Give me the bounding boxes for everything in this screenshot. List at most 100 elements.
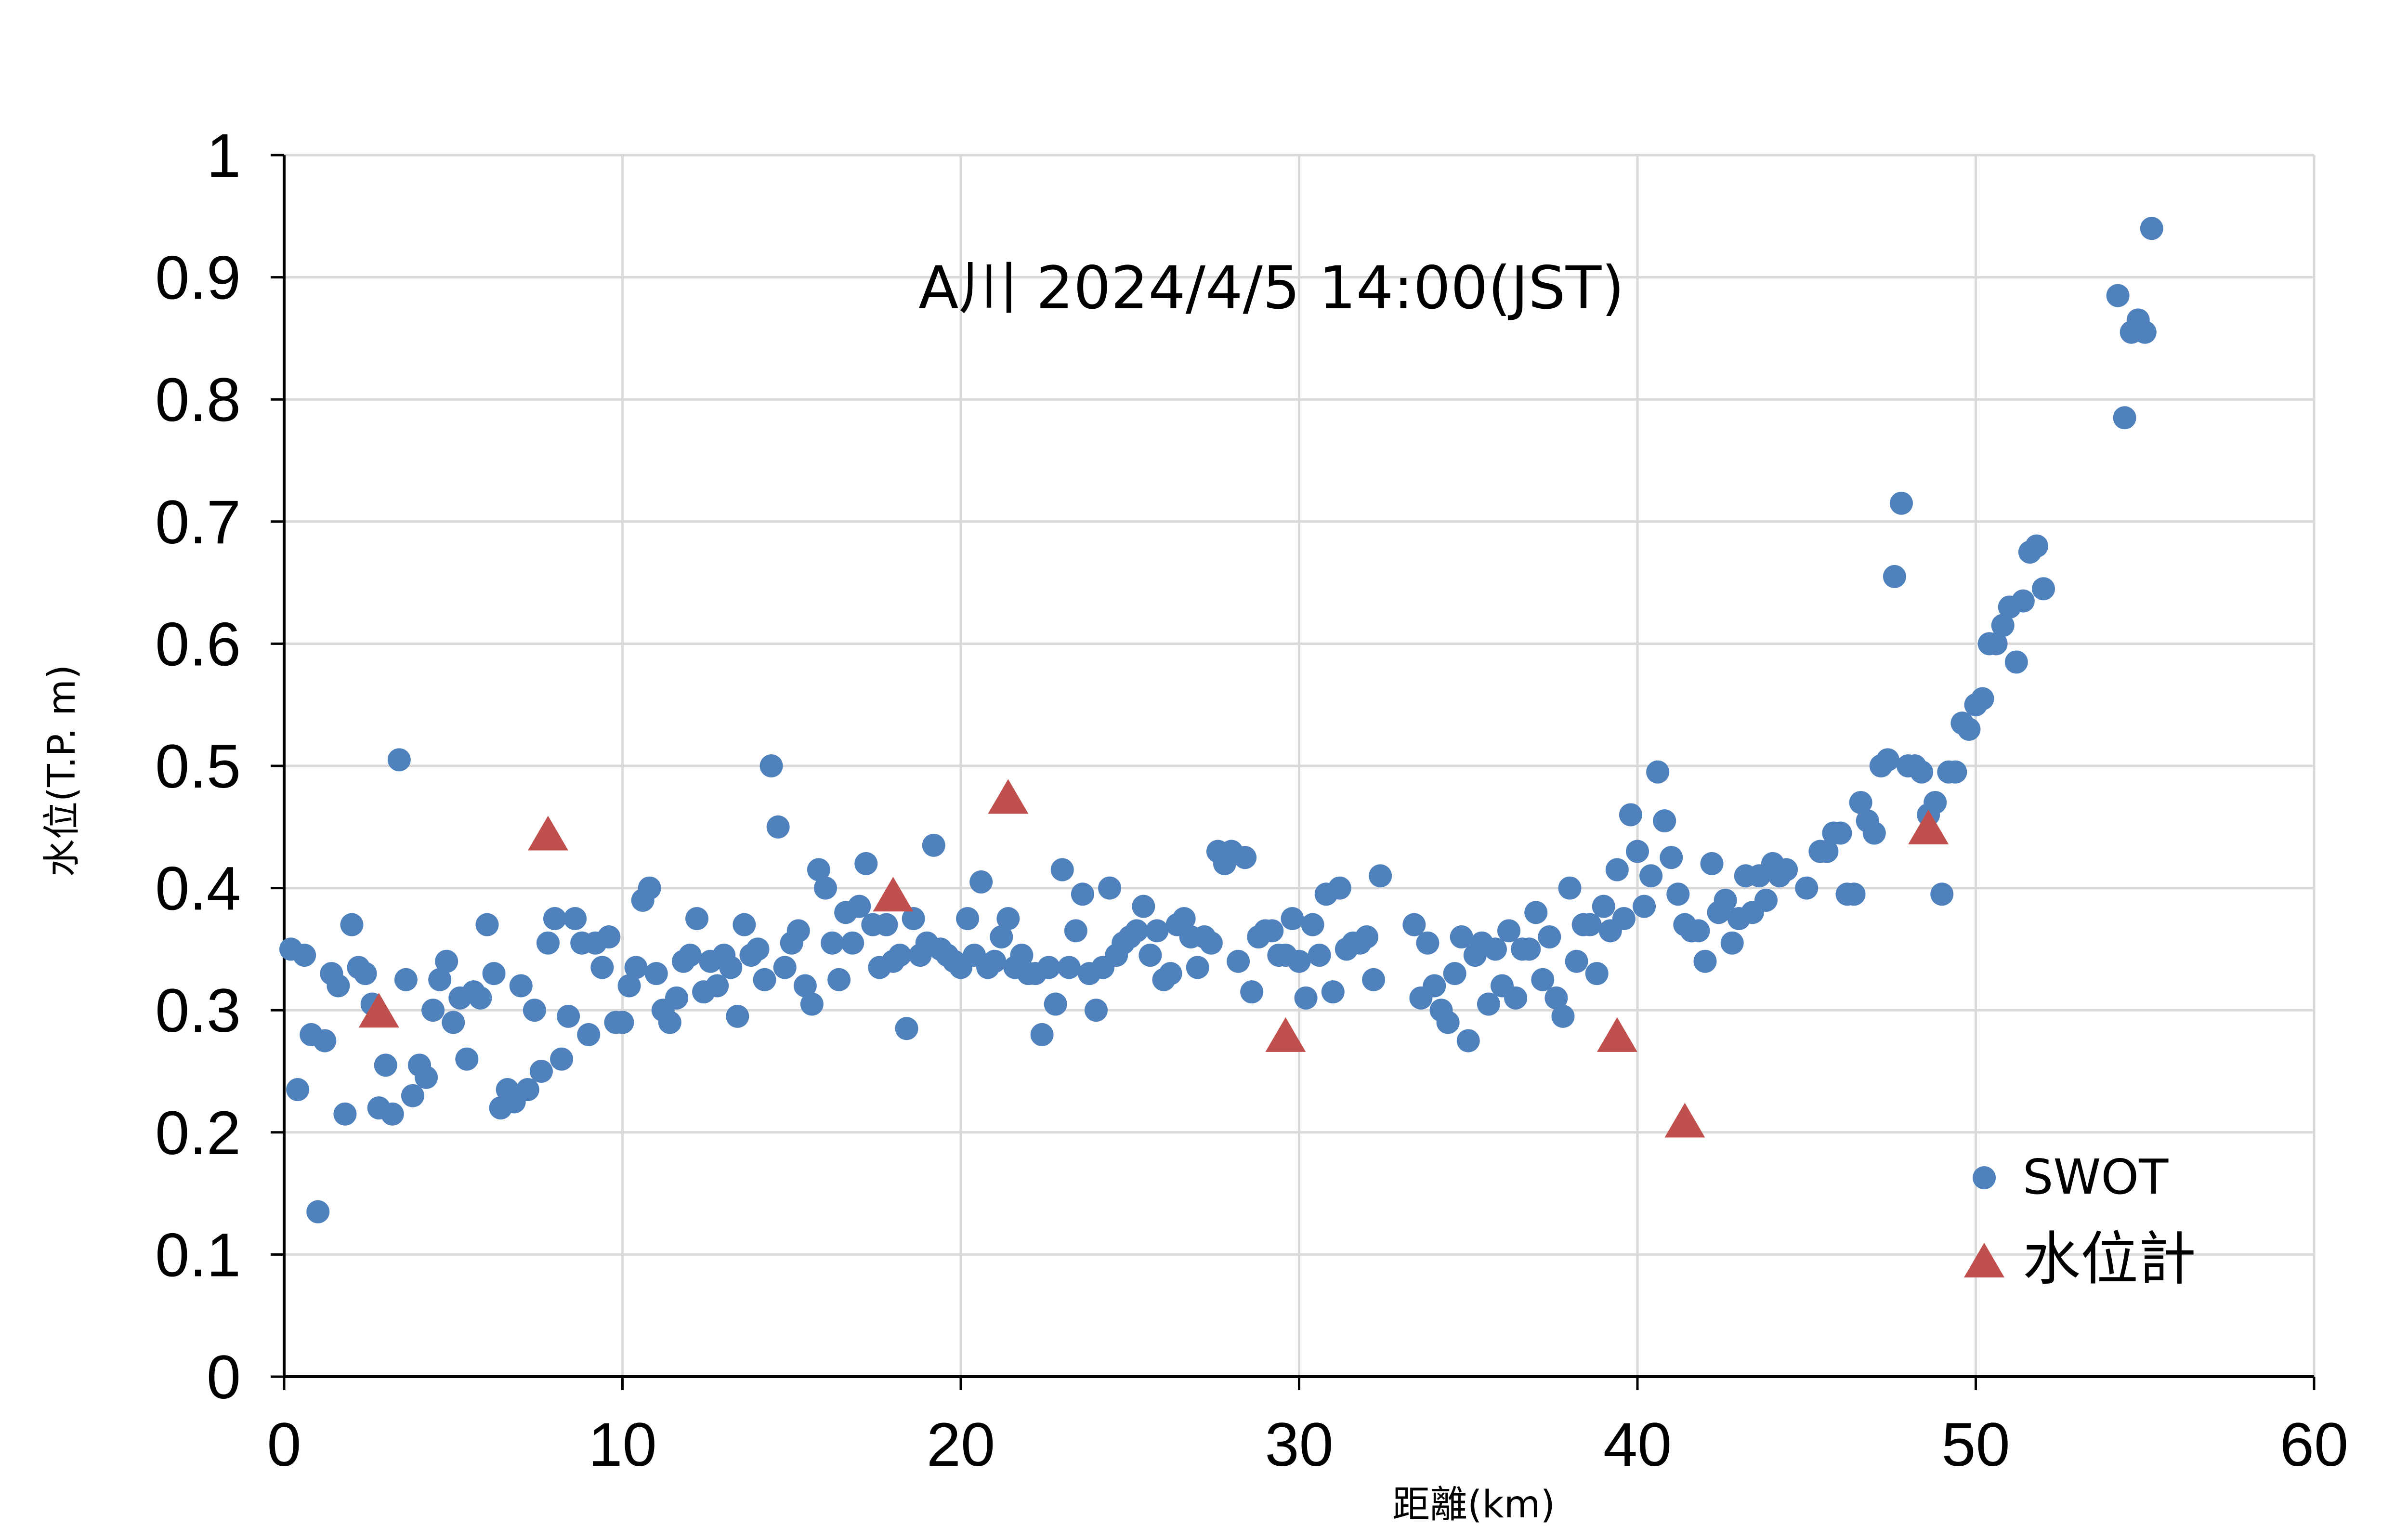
swot-point — [679, 944, 702, 967]
swot-point — [1139, 944, 1162, 967]
swot-point — [1565, 949, 1588, 973]
swot-point — [706, 974, 729, 998]
swot-point — [387, 748, 411, 772]
swot-point — [1301, 913, 1324, 936]
swot-point — [753, 968, 776, 991]
swot-point — [1619, 803, 1642, 827]
swot-point — [1172, 907, 1196, 930]
swot-point — [1660, 846, 1683, 869]
swot-point — [902, 907, 925, 930]
y-tick-label: 0.1 — [155, 1221, 241, 1289]
swot-point — [1010, 944, 1034, 967]
swot-point — [2113, 406, 2136, 430]
swot-point — [1626, 840, 1649, 863]
legend-gauge-label: 水位計 — [2023, 1226, 2196, 1293]
swot-point — [1585, 962, 1609, 986]
chart-title: A川 2024/4/5 14:00(JST) — [918, 254, 1624, 322]
y-axis-title: 水位(T.P. m) — [40, 665, 84, 877]
legend: SWOT 水位計 — [1964, 1149, 2196, 1293]
swot-point — [685, 907, 709, 930]
swot-point — [1842, 882, 1866, 906]
swot-point — [1098, 876, 1122, 900]
swot-point — [2106, 284, 2130, 307]
swot-point — [1145, 919, 1169, 943]
swot-point — [1883, 565, 1906, 588]
swot-point — [1227, 949, 1250, 973]
y-tick-label: 0.5 — [155, 732, 241, 801]
swot-point — [1064, 919, 1087, 943]
swot-point — [1085, 999, 1108, 1022]
x-tick-label: 30 — [1265, 1410, 1333, 1479]
swot-point — [1889, 491, 1913, 515]
swot-point — [1402, 913, 1426, 936]
swot-point — [415, 1065, 438, 1089]
swot-point — [1605, 858, 1629, 881]
swot-point — [1775, 858, 1798, 881]
swot-point — [956, 907, 980, 930]
legend-swot-label: SWOT — [2023, 1149, 2169, 1205]
swot-point — [313, 1029, 337, 1052]
swot-point — [969, 870, 993, 894]
swot-point — [516, 1078, 539, 1102]
swot-point — [1321, 980, 1345, 1004]
swot-point — [1551, 1004, 1575, 1028]
gauge-point — [1265, 1017, 1306, 1052]
x-axis-title: 距離(km) — [1392, 1483, 1555, 1526]
y-tick-label: 0.2 — [155, 1099, 241, 1168]
swot-point — [1044, 992, 1067, 1016]
swot-point — [1815, 840, 1839, 863]
y-tick-label: 0.3 — [155, 976, 241, 1045]
swot-point — [1436, 1011, 1460, 1034]
swot-point — [523, 999, 546, 1022]
y-tick-label: 1 — [207, 121, 241, 190]
swot-point — [1125, 919, 1149, 943]
swot-point — [340, 913, 364, 936]
swot-point — [848, 894, 871, 918]
swot-point — [827, 968, 851, 991]
y-tick-label: 0.4 — [155, 855, 241, 923]
swot-point — [1592, 894, 1615, 918]
swot-point — [821, 931, 844, 955]
swot-point — [1483, 937, 1507, 961]
x-tick-label: 50 — [1941, 1410, 2010, 1479]
swot-point — [374, 1053, 397, 1077]
swot-point — [1957, 717, 1981, 741]
swot-point — [1057, 956, 1081, 979]
swot-point — [624, 956, 648, 979]
gauge-point — [527, 816, 568, 851]
swot-point — [773, 956, 797, 979]
swot-point — [990, 925, 1013, 949]
swot-point — [1714, 888, 1737, 912]
swot-point — [353, 962, 377, 986]
swot-point — [1578, 913, 1602, 936]
swot-point — [895, 1017, 918, 1040]
swot-point — [1071, 882, 1094, 906]
swot-point — [638, 876, 661, 900]
swot-point — [529, 1060, 553, 1083]
swot-point — [1308, 944, 1331, 967]
swot-point — [293, 944, 316, 967]
swot-point — [1687, 919, 1710, 943]
swot-point — [1558, 876, 1582, 900]
y-tick-label: 0.7 — [155, 488, 241, 557]
swot-point — [1971, 687, 1994, 710]
swot-point — [1693, 949, 1717, 973]
swot-point — [726, 1004, 749, 1028]
swot-point — [922, 833, 945, 857]
swot-point — [1281, 907, 1304, 930]
swot-point — [1653, 809, 1676, 833]
swot-point — [327, 974, 350, 998]
swot-point — [1612, 907, 1636, 930]
swot-point — [1037, 956, 1060, 979]
gauge-point — [1908, 809, 1949, 844]
swot-point — [658, 1011, 681, 1034]
swot-point — [1159, 962, 1182, 986]
x-tick-label: 40 — [1603, 1410, 1672, 1479]
swot-point — [800, 992, 824, 1016]
swot-point — [1991, 614, 2015, 637]
swot-point — [401, 1084, 424, 1107]
swot-point — [1984, 632, 2008, 656]
swot-point — [1633, 894, 1656, 918]
swot-point — [1328, 876, 1351, 900]
swot-point — [428, 968, 452, 991]
